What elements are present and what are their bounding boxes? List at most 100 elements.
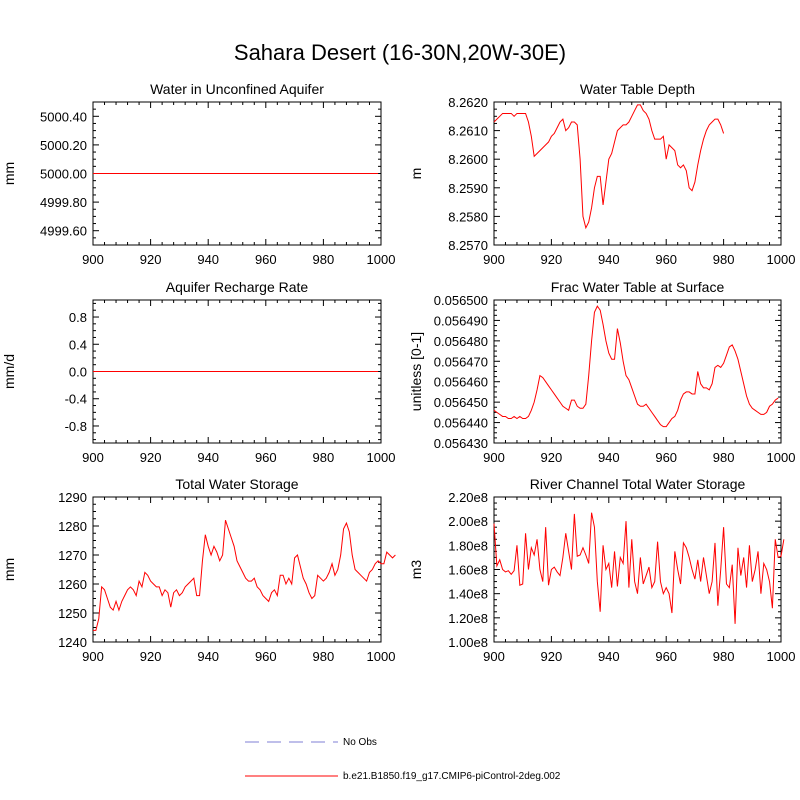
x-tick-label: 940 — [598, 450, 620, 465]
y-tick-label: 4999.60 — [40, 224, 87, 239]
y-tick-label: 1.40e8 — [448, 587, 488, 602]
legend-label-model: b.e21.B1850.f19_g17.CMIP6-piControl-2deg… — [343, 771, 561, 782]
plot-frame — [493, 299, 782, 444]
y-tick-label: 8.2600 — [448, 152, 488, 167]
y-tick-label: 0.056440 — [434, 416, 488, 431]
y-tick-label: -0.4 — [65, 392, 87, 407]
series-line — [493, 305, 779, 428]
panel-5: Total Water Storage 900 920 940 960 980 1000 12… — [1, 476, 396, 664]
x-tick-label: 940 — [598, 252, 620, 267]
x-tick-label: 980 — [313, 252, 335, 267]
y-tick-label: 1.00e8 — [448, 635, 488, 650]
y-tick-label: 5000.20 — [40, 138, 87, 153]
y-tick-label: 2.00e8 — [448, 514, 488, 529]
y-tick-label: 0.056450 — [434, 395, 488, 410]
x-tick-label: 940 — [598, 649, 620, 664]
panel-6: River Channel Total Water Storage 900 920 9… — [408, 476, 795, 664]
y-tick-label: 8.2590 — [448, 181, 488, 196]
y-tick-label: 8.2580 — [448, 209, 488, 224]
y-axis-label: m — [408, 168, 424, 180]
x-tick-label: 960 — [655, 252, 677, 267]
y-tick-label: 4999.80 — [40, 195, 87, 210]
y-tick-label: 1240 — [58, 635, 87, 650]
y-axis-label: mm — [1, 558, 17, 581]
y-axis-label: mm/d — [1, 354, 17, 389]
legend: No Obs b.e21.B1850.f19_g17.CMIP6-piContr… — [245, 737, 561, 782]
x-tick-label: 920 — [541, 450, 563, 465]
y-tick-label: 1260 — [58, 577, 87, 592]
x-tick-label: 1000 — [367, 450, 396, 465]
x-tick-label: 960 — [255, 649, 277, 664]
x-tick-label: 920 — [140, 252, 162, 267]
x-tick-label: 940 — [197, 450, 219, 465]
x-tick-label: 1000 — [767, 252, 796, 267]
y-tick-label: 0.056430 — [434, 436, 488, 451]
y-axis-label: mm — [1, 162, 17, 185]
series-line — [493, 512, 785, 624]
series-line — [93, 520, 396, 631]
x-tick-label: 1000 — [367, 252, 396, 267]
y-tick-label: 5000.00 — [40, 167, 87, 182]
panel-1: Water in Unconfined Aquifer 900 920 940 960 9… — [1, 81, 395, 267]
y-tick-label: 0.8 — [69, 310, 87, 325]
x-tick-label: 920 — [541, 649, 563, 664]
x-tick-label: 960 — [255, 450, 277, 465]
x-tick-label: 980 — [313, 649, 335, 664]
panel-3: Aquifer Recharge Rate 900 920 940 960 980 1000… — [1, 279, 395, 465]
y-tick-label: -0.8 — [65, 419, 87, 434]
y-tick-label: 0.056460 — [434, 375, 488, 390]
y-tick-label: 1.60e8 — [448, 563, 488, 578]
y-axis-label: unitless [0-1] — [408, 332, 424, 411]
x-tick-label: 900 — [82, 450, 104, 465]
y-tick-label: 8.2620 — [448, 95, 488, 110]
y-tick-label: 1.20e8 — [448, 611, 488, 626]
plot-frame — [493, 496, 782, 643]
y-tick-label: 0.056470 — [434, 354, 488, 369]
y-tick-label: 8.2610 — [448, 124, 488, 139]
x-tick-label: 940 — [197, 649, 219, 664]
x-tick-label: 980 — [713, 649, 735, 664]
legend-label-no-obs: No Obs — [343, 737, 377, 748]
y-tick-label: 0.0 — [69, 365, 87, 380]
y-tick-label: 1280 — [58, 519, 87, 534]
y-tick-label: 0.056490 — [434, 313, 488, 328]
x-tick-label: 1000 — [367, 649, 396, 664]
x-tick-label: 900 — [483, 649, 505, 664]
x-tick-label: 920 — [541, 252, 563, 267]
panel-title: Water in Unconfined Aquifer — [150, 81, 324, 97]
panel-title: River Channel Total Water Storage — [530, 476, 746, 492]
x-tick-label: 900 — [483, 450, 505, 465]
x-tick-label: 900 — [82, 649, 104, 664]
y-tick-label: 1270 — [58, 548, 87, 563]
x-tick-label: 1000 — [767, 450, 796, 465]
y-tick-label: 0.4 — [69, 337, 87, 352]
plot-frame — [493, 101, 782, 246]
x-tick-label: 980 — [713, 450, 735, 465]
x-tick-label: 940 — [197, 252, 219, 267]
series-line — [493, 104, 725, 230]
y-tick-label: 1290 — [58, 490, 87, 505]
figure-title: Sahara Desert (16-30N,20W-30E) — [234, 40, 566, 65]
panels-group: Water in Unconfined Aquifer 900 920 940 960 9… — [1, 81, 795, 664]
x-tick-label: 920 — [140, 649, 162, 664]
panel-title: Water Table Depth — [580, 81, 695, 97]
x-tick-label: 980 — [313, 450, 335, 465]
panel-4: Frac Water Table at Surface 900 920 940 960 9… — [408, 279, 795, 465]
y-axis-label: m3 — [408, 560, 424, 580]
y-tick-label: 1.80e8 — [448, 538, 488, 553]
x-tick-label: 900 — [483, 252, 505, 267]
x-tick-label: 960 — [655, 649, 677, 664]
x-tick-label: 900 — [82, 252, 104, 267]
y-tick-label: 0.056480 — [434, 334, 488, 349]
y-tick-label: 8.2570 — [448, 238, 488, 253]
panel-title: Aquifer Recharge Rate — [166, 279, 309, 295]
panel-title: Total Water Storage — [175, 476, 298, 492]
y-tick-label: 5000.40 — [40, 109, 87, 124]
x-tick-label: 960 — [655, 450, 677, 465]
x-tick-label: 960 — [255, 252, 277, 267]
x-tick-label: 920 — [140, 450, 162, 465]
x-tick-label: 1000 — [767, 649, 796, 664]
panel-title: Frac Water Table at Surface — [551, 279, 725, 295]
y-tick-label: 0.056500 — [434, 293, 488, 308]
